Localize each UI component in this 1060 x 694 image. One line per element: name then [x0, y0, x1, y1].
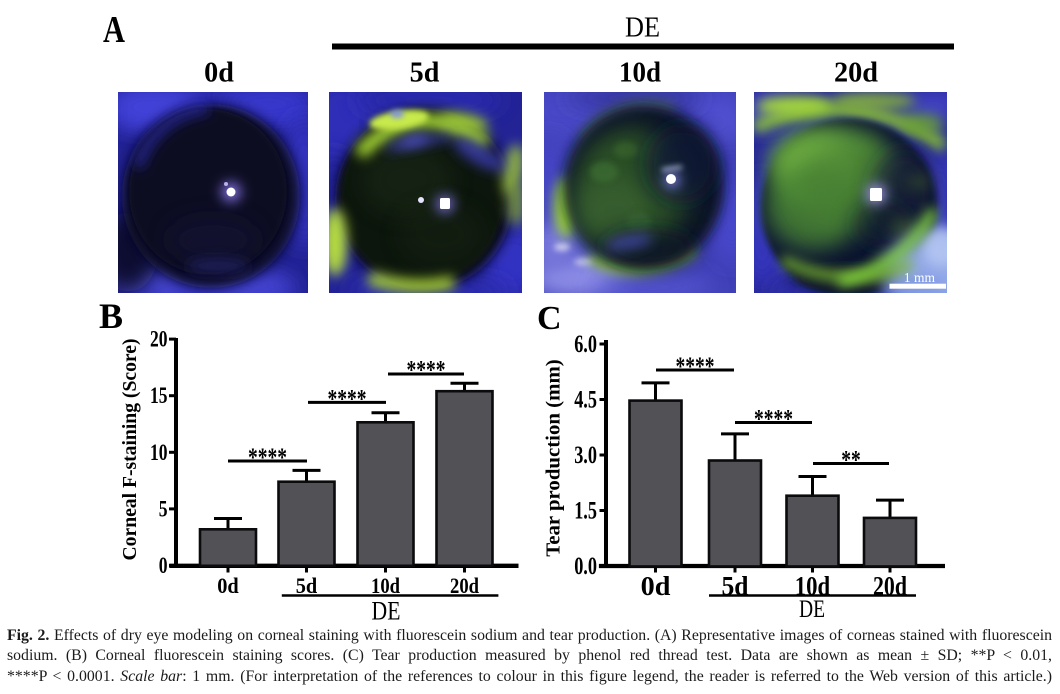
svg-text:10: 10	[150, 440, 168, 466]
svg-text:****: ****	[248, 443, 287, 472]
svg-text:0: 0	[159, 553, 168, 579]
svg-text:A: A	[103, 9, 125, 51]
svg-text:0d: 0d	[204, 58, 234, 89]
svg-text:0.0: 0.0	[574, 553, 597, 580]
svg-text:0d: 0d	[217, 573, 239, 598]
svg-text:****: ****	[676, 352, 715, 381]
svg-text:DE: DE	[372, 597, 401, 626]
svg-text:DE: DE	[799, 596, 825, 623]
svg-text:Corneal F-staining (Score): Corneal F-staining (Score)	[119, 339, 141, 561]
svg-text:20d: 20d	[450, 573, 479, 598]
svg-text:****: ****	[754, 405, 793, 434]
svg-text:10d: 10d	[371, 573, 400, 598]
svg-text:5: 5	[159, 496, 168, 522]
svg-text:6.0: 6.0	[574, 331, 597, 358]
svg-text:****: ****	[328, 384, 367, 413]
svg-text:4.5: 4.5	[574, 387, 597, 414]
svg-text:C: C	[537, 300, 562, 337]
svg-text:1 mm: 1 mm	[904, 270, 936, 285]
svg-text:Tear production (mm): Tear production (mm)	[543, 359, 565, 557]
svg-text:****: ****	[407, 356, 446, 385]
svg-text:**: **	[841, 446, 861, 475]
svg-text:20d: 20d	[834, 58, 878, 89]
svg-text:15: 15	[150, 383, 168, 409]
svg-text:1.5: 1.5	[574, 498, 597, 525]
svg-text:3.0: 3.0	[574, 442, 597, 469]
svg-text:20: 20	[150, 327, 168, 353]
svg-text:10d: 10d	[619, 58, 661, 89]
svg-text:B: B	[99, 296, 123, 336]
svg-text:DE: DE	[625, 12, 660, 43]
svg-text:5d: 5d	[410, 58, 440, 89]
svg-text:0d: 0d	[641, 571, 671, 601]
svg-text:5d: 5d	[296, 573, 318, 598]
